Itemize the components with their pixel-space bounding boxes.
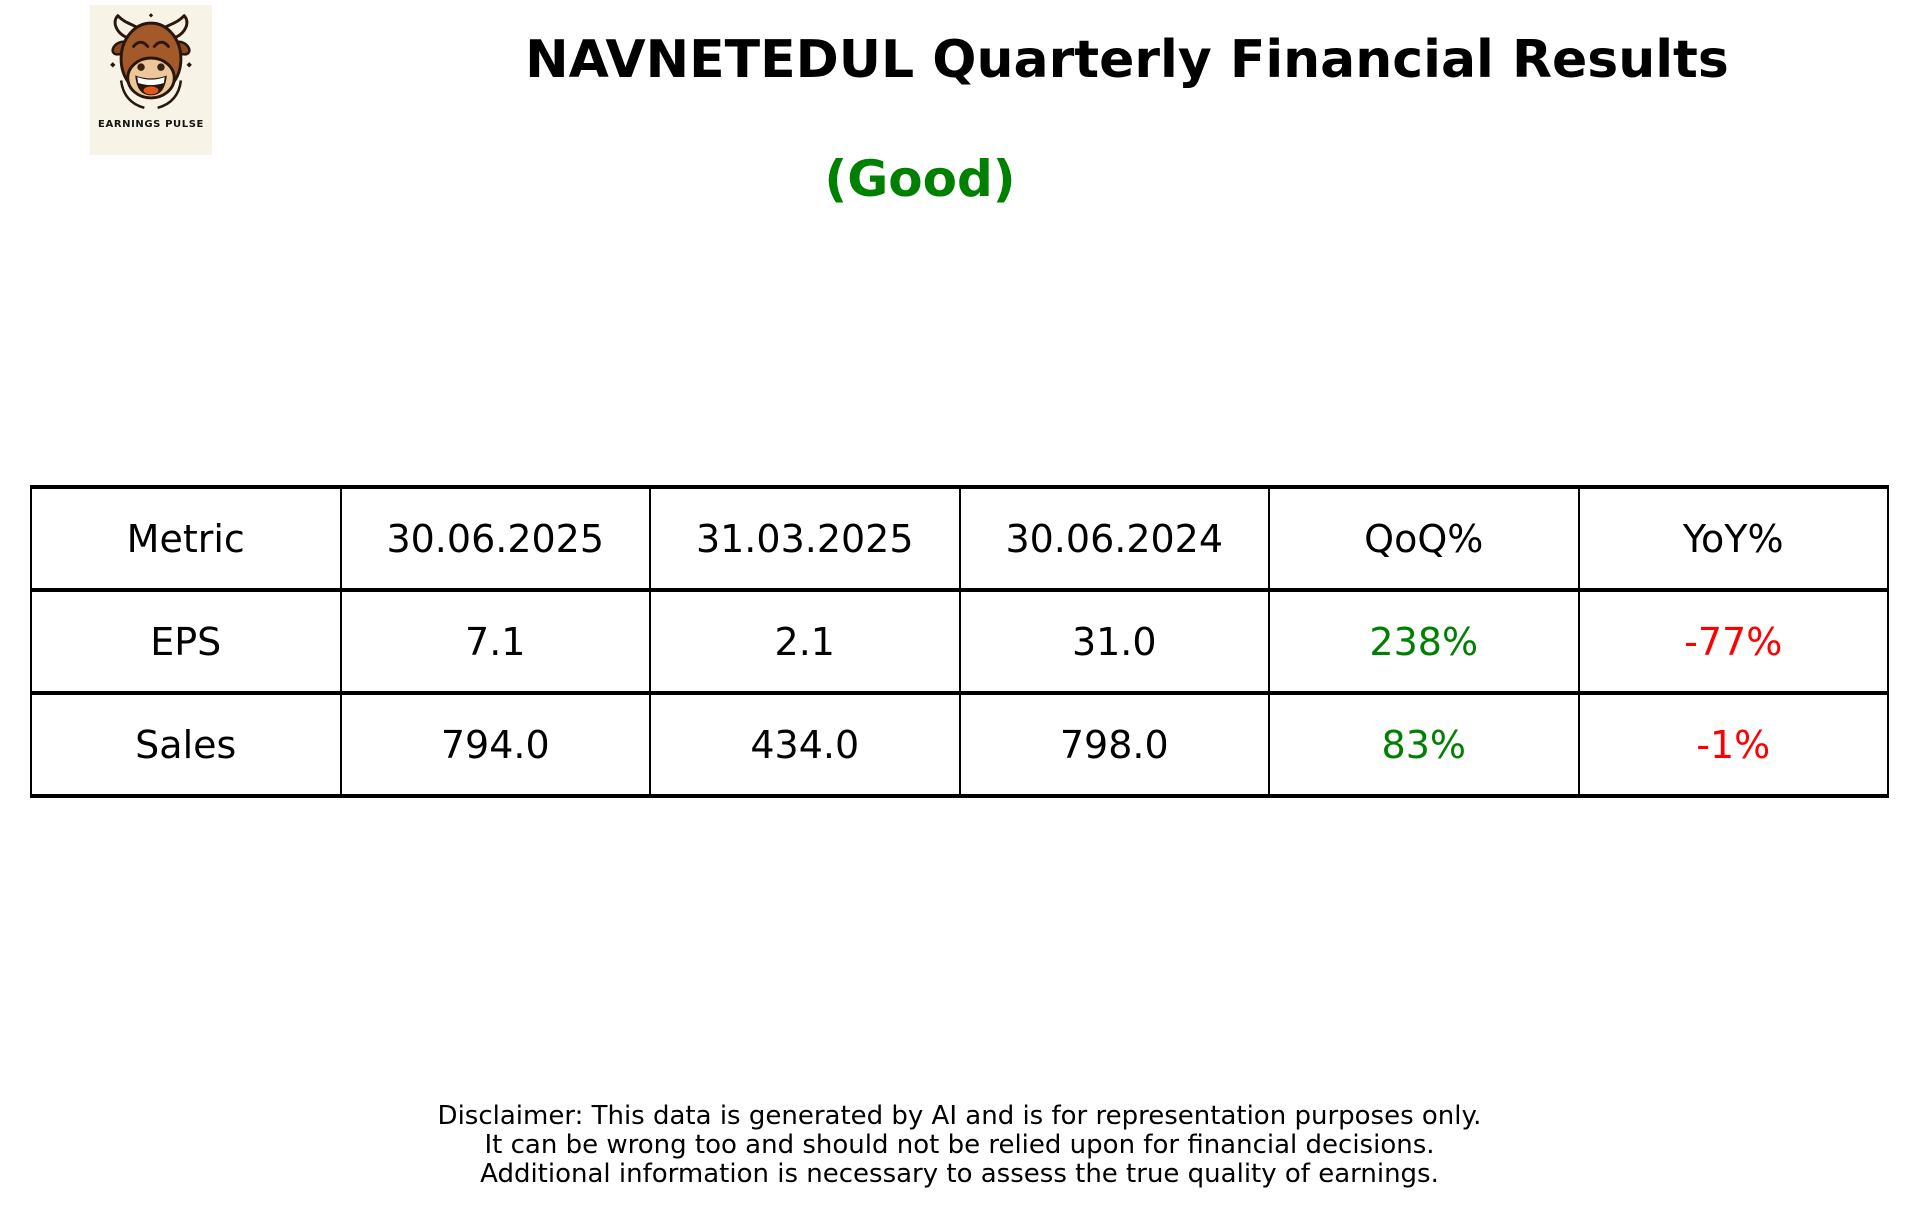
disclaimer-line-1: Disclaimer: This data is generated by AI… bbox=[437, 1101, 1482, 1131]
sales-q-previous: 434.0 bbox=[649, 691, 961, 798]
sales-metric-label: Sales bbox=[30, 691, 342, 798]
sales-q-yearago: 798.0 bbox=[958, 691, 1270, 798]
eps-q-previous: 2.1 bbox=[649, 588, 961, 695]
table-row-eps: EPS 7.1 2.1 31.0 238% -77% bbox=[30, 588, 1889, 695]
table-header-row: Metric 30.06.2025 31.03.2025 30.06.2024 … bbox=[30, 485, 1889, 592]
verdict-badge: (Good) bbox=[824, 150, 1016, 208]
sales-q-current: 794.0 bbox=[339, 691, 651, 798]
col-header-q-current: 30.06.2025 bbox=[339, 485, 651, 592]
col-header-q-yearago: 30.06.2024 bbox=[958, 485, 1270, 592]
brand-name: EARNINGS PULSE bbox=[98, 119, 204, 130]
eps-qoq-change: 238% bbox=[1268, 588, 1580, 695]
col-header-yoy: YoY% bbox=[1577, 485, 1889, 592]
col-header-q-previous: 31.03.2025 bbox=[649, 485, 961, 592]
eps-q-yearago: 31.0 bbox=[958, 588, 1270, 695]
laughing-bull-icon bbox=[110, 13, 192, 110]
disclaimer-line-2: It can be wrong too and should not be re… bbox=[484, 1130, 1435, 1160]
disclaimer-line-3: Additional information is necessary to a… bbox=[480, 1159, 1439, 1189]
col-header-qoq: QoQ% bbox=[1268, 485, 1580, 592]
eps-metric-label: EPS bbox=[30, 588, 342, 695]
eps-yoy-change: -77% bbox=[1577, 588, 1889, 695]
table-row-sales: Sales 794.0 434.0 798.0 83% -1% bbox=[30, 691, 1889, 798]
earnings-pulse-logo: EARNINGS PULSE bbox=[90, 5, 212, 155]
sales-yoy-change: -1% bbox=[1577, 691, 1889, 798]
financial-results-table: Metric 30.06.2025 31.03.2025 30.06.2024 … bbox=[30, 485, 1889, 798]
sales-qoq-change: 83% bbox=[1268, 691, 1580, 798]
col-header-metric: Metric bbox=[30, 485, 342, 592]
disclaimer-text: Disclaimer: This data is generated by AI… bbox=[0, 1102, 1919, 1189]
eps-q-current: 7.1 bbox=[339, 588, 651, 695]
page-title: NAVNETEDUL Quarterly Financial Results bbox=[525, 30, 1729, 90]
